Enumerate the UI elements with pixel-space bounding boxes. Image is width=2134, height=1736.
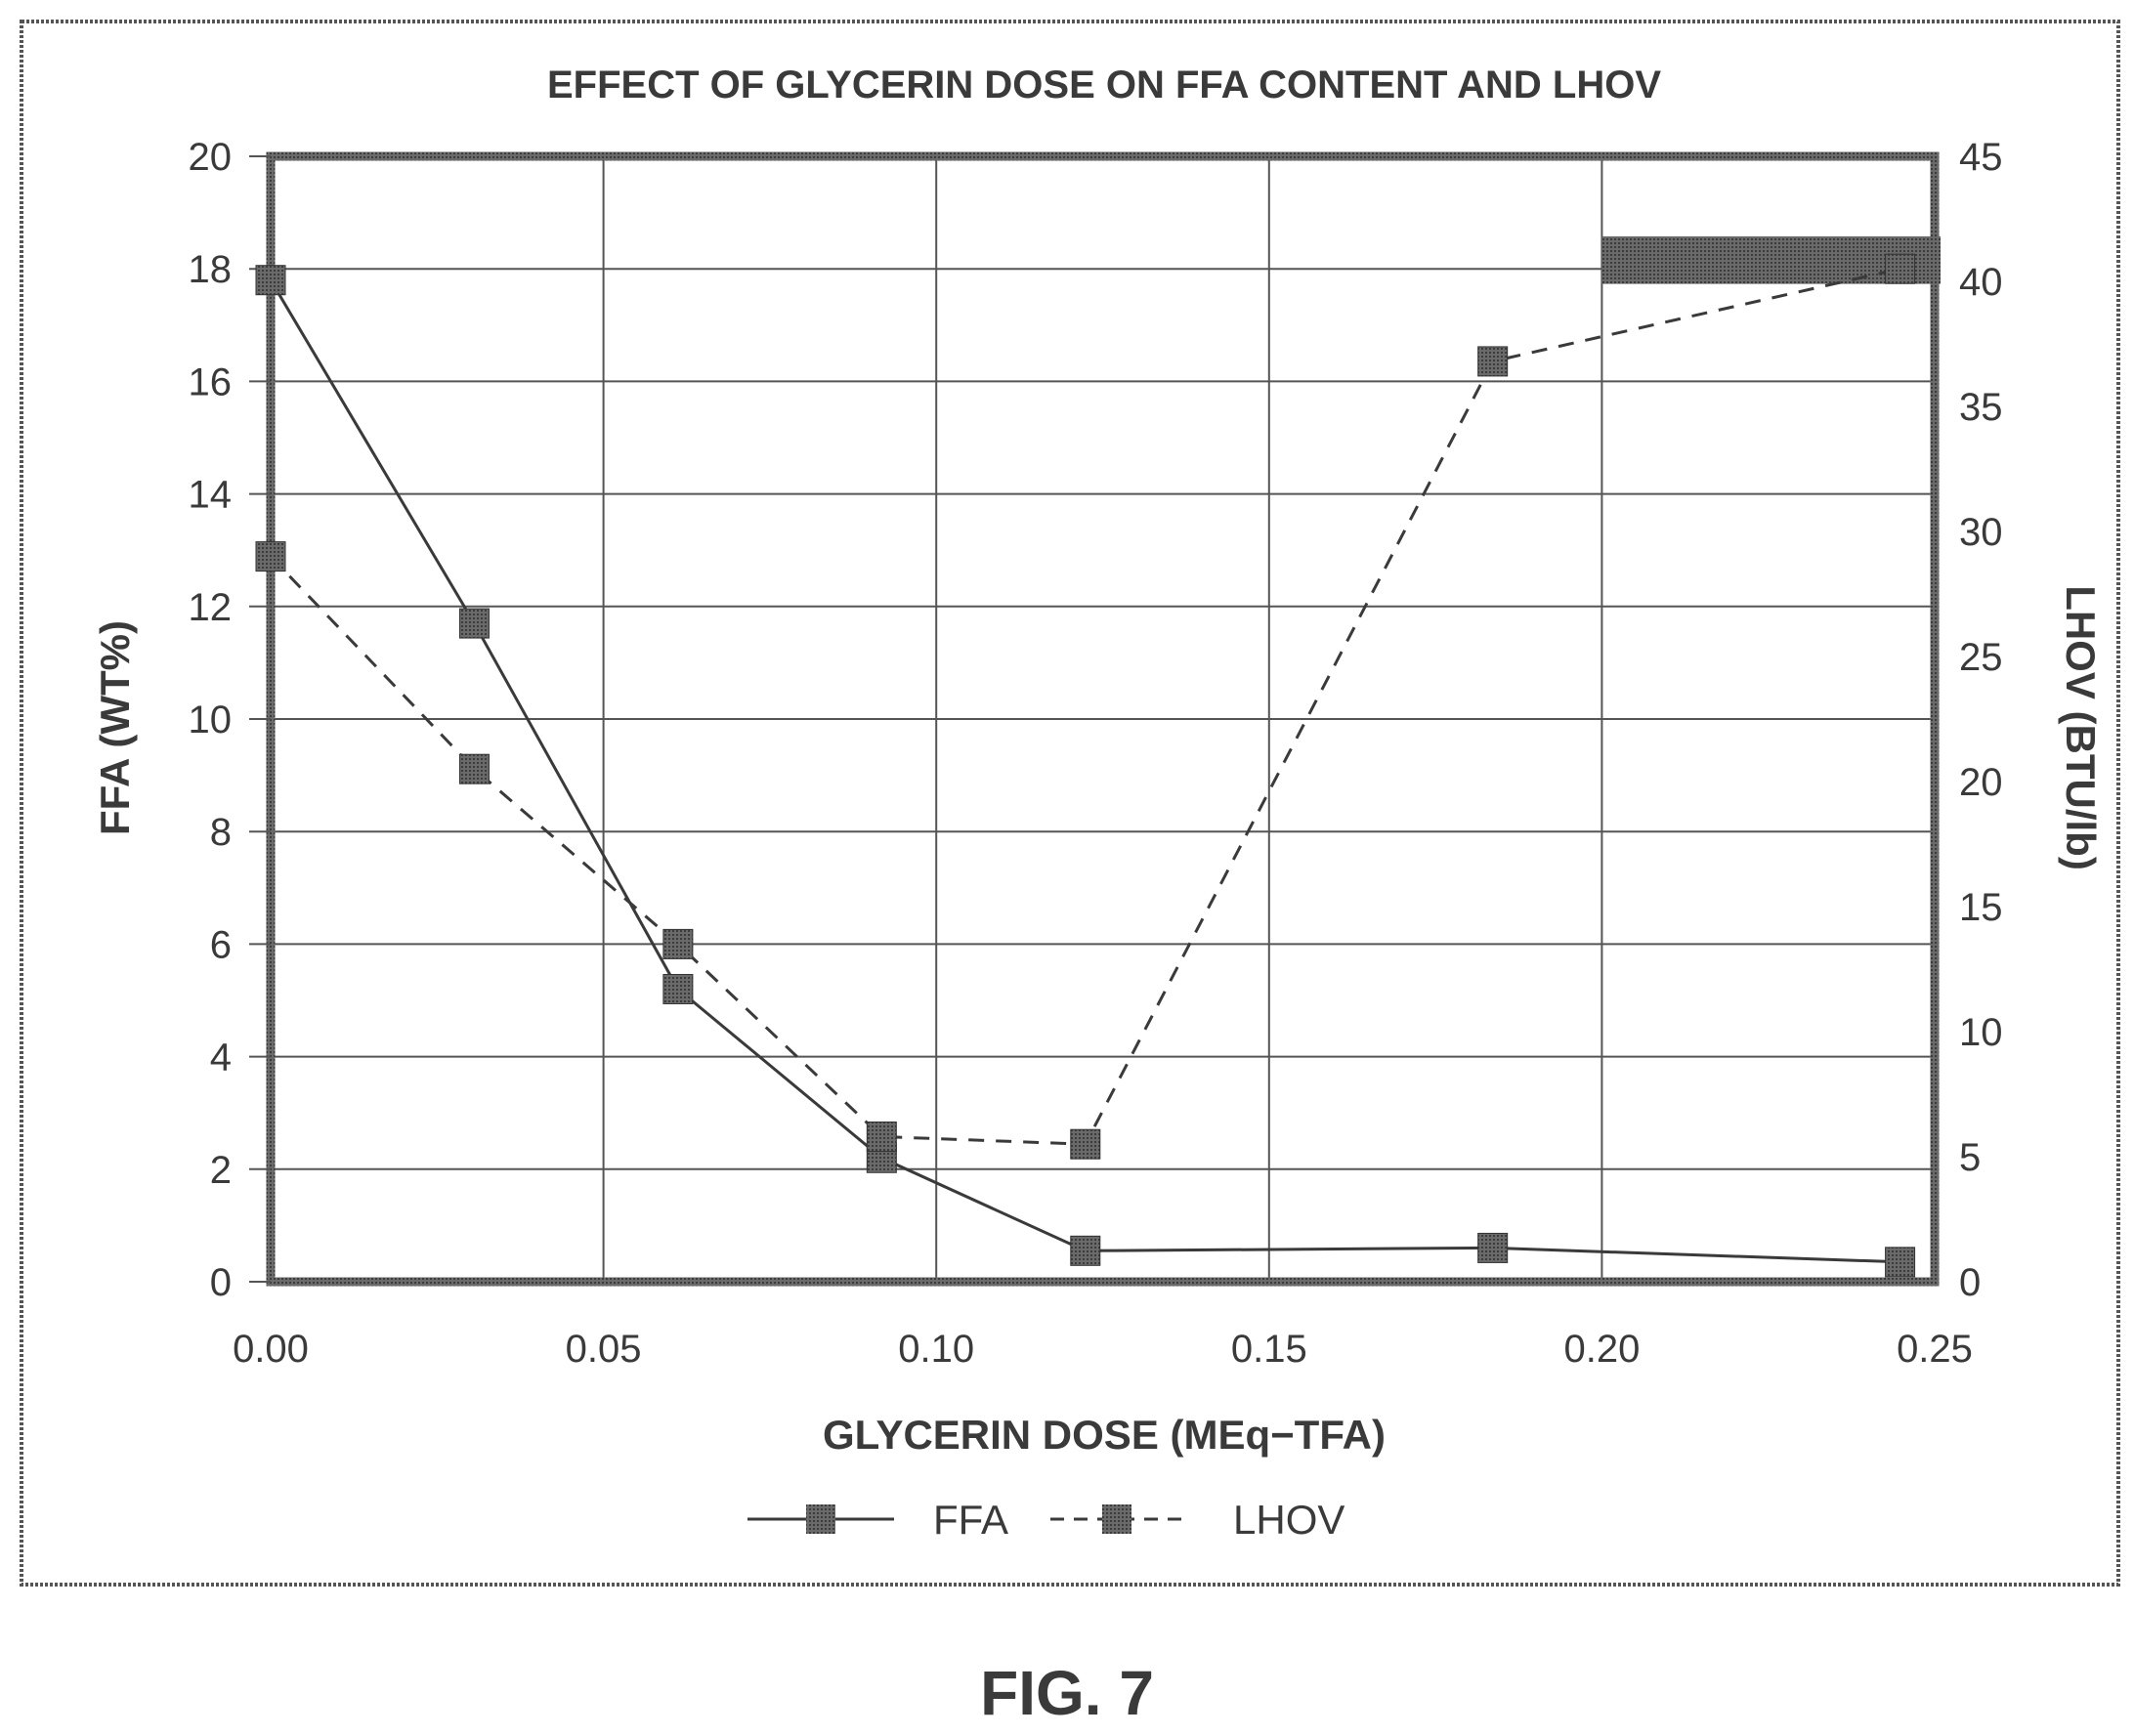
legend: FFA LHOV bbox=[747, 1497, 1344, 1543]
data-point-ffa bbox=[1885, 1247, 1916, 1278]
data-point-ffa bbox=[458, 608, 490, 639]
plot-corner-band bbox=[1601, 235, 1941, 284]
legend-lhov-label: LHOV bbox=[1233, 1497, 1344, 1543]
x-tick-label: 0.10 bbox=[898, 1328, 974, 1371]
x-tick-label: 0.05 bbox=[566, 1328, 642, 1371]
y-axis-label: FFA (WT%) bbox=[92, 620, 138, 835]
series-lhov bbox=[255, 253, 1916, 1160]
y-tick-label: 10 bbox=[189, 699, 233, 741]
y2-axis-label: LHOV (BTU/lb) bbox=[2058, 585, 2104, 870]
y-tick-label: 18 bbox=[189, 248, 233, 291]
data-point-lhov bbox=[458, 753, 490, 784]
data-point-lhov bbox=[255, 541, 286, 572]
y-tick-label: 2 bbox=[210, 1149, 232, 1192]
grid-layer bbox=[270, 155, 1936, 1283]
data-point-ffa bbox=[1070, 1235, 1101, 1266]
y2-tick-label: 20 bbox=[1959, 761, 2003, 804]
data-point-lhov bbox=[1885, 253, 1916, 284]
data-point-lhov bbox=[1070, 1128, 1101, 1160]
x-tick-label: 0.15 bbox=[1231, 1328, 1307, 1371]
series-line-lhov bbox=[269, 267, 1900, 1146]
y2-tick-label: 40 bbox=[1959, 261, 2003, 304]
x-axis-label: GLYCERIN DOSE (MEq−TFA) bbox=[823, 1412, 1386, 1458]
y2-tick-label: 25 bbox=[1959, 636, 2003, 679]
legend-ffa-label: FFA bbox=[933, 1497, 1008, 1543]
data-point-ffa bbox=[1477, 1232, 1509, 1263]
figure-label: FIG. 7 bbox=[980, 1658, 1154, 1728]
chart-outer-frame bbox=[20, 20, 2120, 1587]
y2-tick-label: 10 bbox=[1959, 1011, 2003, 1054]
y2-axis-ticks: 0 5 10 15 20 25 30 35 40 45 bbox=[1959, 136, 2003, 1304]
y2-tick-label: 15 bbox=[1959, 886, 2003, 929]
data-point-ffa bbox=[662, 973, 694, 1004]
data-point-lhov bbox=[866, 1122, 897, 1153]
y-tick-label: 6 bbox=[210, 923, 232, 966]
y-axis-ticks: 0 2 4 6 8 10 12 14 16 18 20 bbox=[189, 136, 271, 1304]
legend-lhov-marker bbox=[1102, 1504, 1131, 1534]
y-tick-label: 0 bbox=[210, 1261, 232, 1304]
x-tick-label: 0.20 bbox=[1563, 1328, 1640, 1371]
x-axis-ticks: 0.00 0.05 0.10 0.15 0.20 0.25 bbox=[233, 1328, 1973, 1371]
x-tick-label: 0.25 bbox=[1897, 1328, 1973, 1371]
y-tick-label: 20 bbox=[189, 136, 233, 179]
y2-tick-label: 5 bbox=[1959, 1136, 1981, 1179]
data-point-lhov bbox=[1477, 346, 1509, 377]
y2-tick-label: 30 bbox=[1959, 511, 2003, 554]
x-tick-label: 0.00 bbox=[233, 1328, 309, 1371]
chart-title: EFFECT OF GLYCERIN DOSE ON FFA CONTENT A… bbox=[547, 64, 1661, 106]
series-ffa bbox=[255, 265, 1916, 1278]
y-tick-label: 12 bbox=[189, 586, 233, 629]
series-line-ffa bbox=[269, 278, 1900, 1264]
y2-tick-label: 35 bbox=[1959, 386, 2003, 429]
data-point-lhov bbox=[662, 928, 694, 959]
y-tick-label: 14 bbox=[189, 474, 233, 517]
y2-tick-label: 0 bbox=[1959, 1261, 1981, 1304]
series-layer bbox=[255, 253, 1916, 1278]
data-point-ffa bbox=[255, 265, 286, 296]
y-tick-label: 16 bbox=[189, 360, 233, 403]
y2-tick-label: 45 bbox=[1959, 136, 2003, 179]
y-tick-label: 4 bbox=[210, 1037, 232, 1080]
legend-ffa-marker bbox=[806, 1504, 835, 1534]
y-tick-label: 8 bbox=[210, 811, 232, 854]
